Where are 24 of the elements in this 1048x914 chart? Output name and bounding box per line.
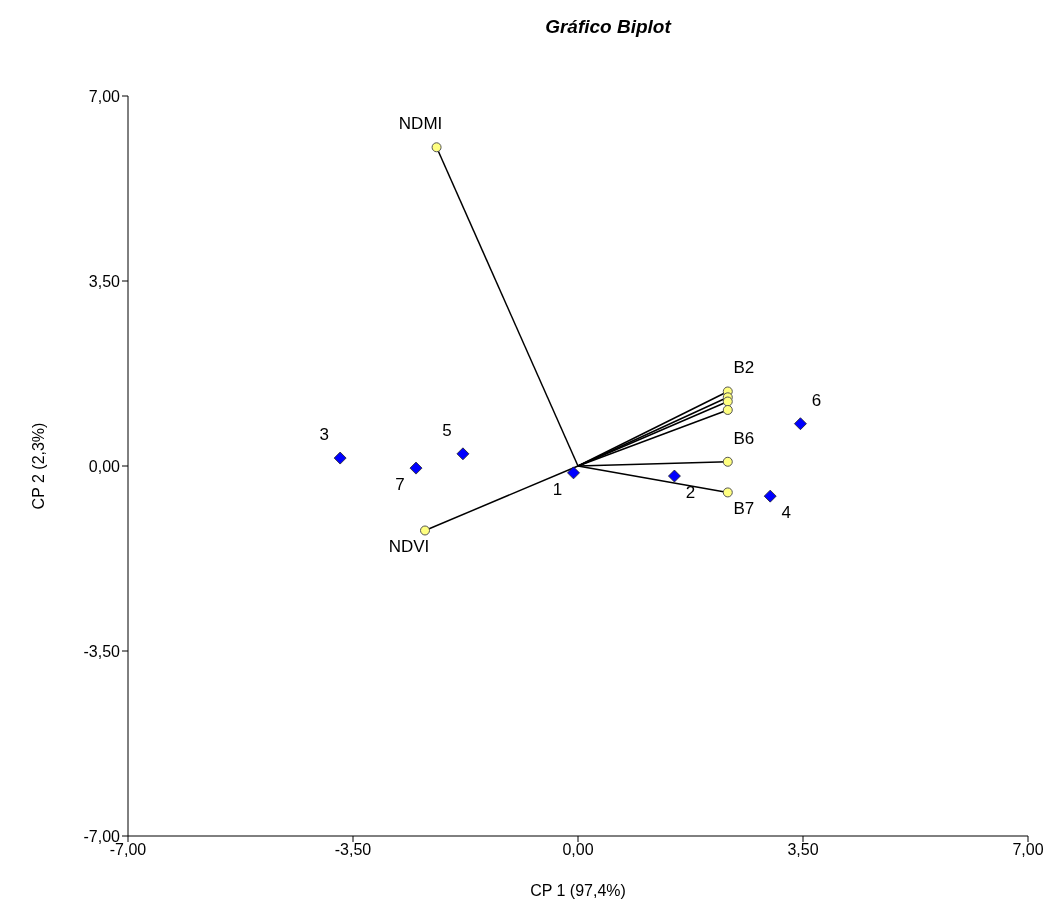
x-tick-label: 3,50 (787, 841, 819, 859)
x-tick-label: -3,50 (334, 841, 372, 859)
annotation: 6 (811, 390, 822, 410)
x-tick-label: 7,00 (1012, 841, 1044, 859)
annotation: NDMI (398, 114, 443, 134)
x-tick-label: 0,00 (562, 841, 594, 859)
annotation: B7 (733, 499, 755, 519)
annotation: NDVI (388, 537, 430, 557)
y-axis-title: CP 2 (2,3%) (29, 422, 47, 510)
x-tick-label: -7,00 (109, 841, 147, 859)
y-tick-label: 7,00 (88, 87, 121, 105)
annotation: 5 (442, 420, 452, 440)
annotation: B2 (733, 358, 755, 378)
annotation: 7 (395, 475, 405, 495)
y-tick-label: 3,50 (88, 272, 121, 290)
x-axis-title: CP 1 (97,4%) (530, 882, 626, 899)
y-tick-label: 0,00 (88, 457, 121, 475)
annotation: 4 (781, 503, 791, 523)
chart-title: Gráfico Biplot (544, 15, 673, 39)
annotation: 2 (685, 483, 696, 503)
annotation: B6 (733, 428, 755, 448)
y-tick-label: -3,50 (83, 642, 121, 660)
annotation: 1 (552, 479, 563, 499)
annotation: 3 (319, 425, 329, 445)
